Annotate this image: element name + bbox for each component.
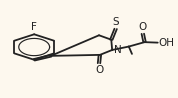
Text: F: F bbox=[31, 22, 37, 32]
Text: O: O bbox=[139, 22, 147, 32]
Text: S: S bbox=[113, 17, 119, 27]
Text: OH: OH bbox=[158, 38, 174, 48]
Text: N: N bbox=[114, 45, 122, 55]
Text: O: O bbox=[95, 65, 103, 75]
